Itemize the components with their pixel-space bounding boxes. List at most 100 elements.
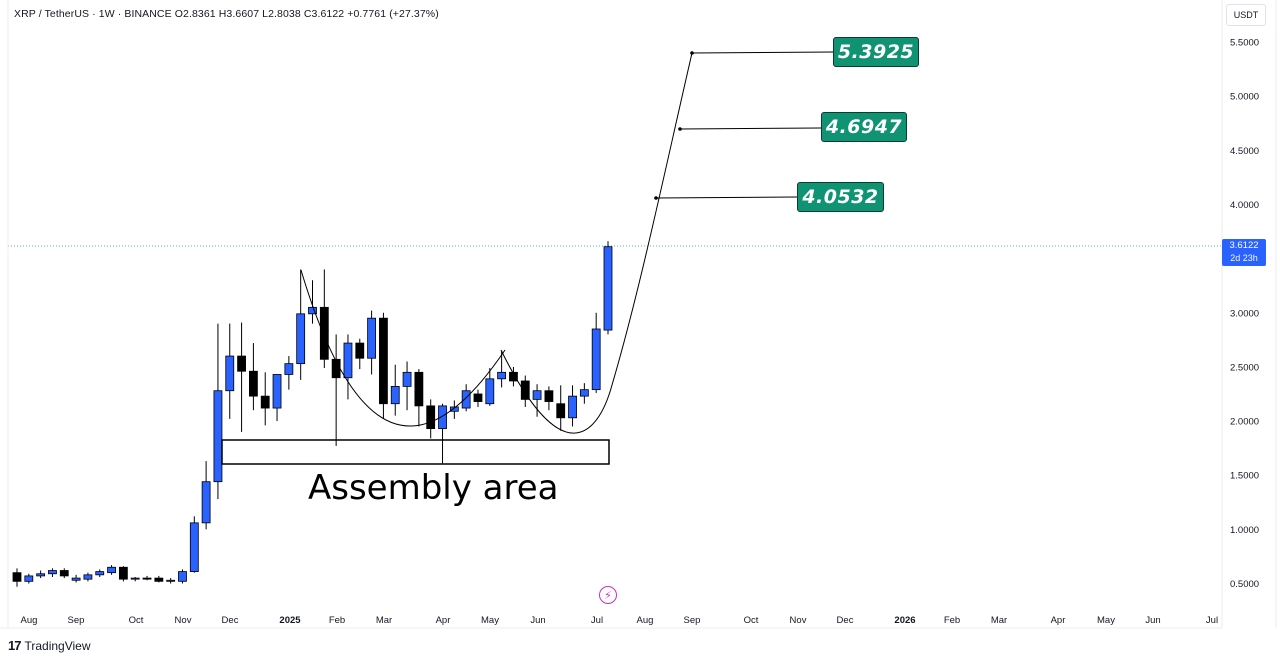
candle-body <box>166 579 176 582</box>
x-tick-label: Mar <box>376 615 392 626</box>
x-tick-label: Dec <box>222 615 239 626</box>
tradingview-logo-icon: 17 <box>8 638 22 653</box>
candle <box>237 322 246 432</box>
candle-body <box>343 342 353 379</box>
candle <box>59 568 69 579</box>
candle-body <box>59 570 69 577</box>
candle <box>568 385 577 427</box>
candle-body <box>284 363 294 375</box>
x-tick-label: Sep <box>684 615 701 626</box>
candle <box>71 574 81 583</box>
candle <box>260 372 270 426</box>
target-label-1[interactable]: 5.3925 <box>833 37 919 67</box>
candle-body <box>532 390 542 400</box>
candle <box>130 577 140 582</box>
y-tick-label: 1.5000 <box>1230 471 1259 482</box>
candle <box>532 384 542 417</box>
last-price-value: 3.6122 <box>1229 240 1259 251</box>
candle <box>331 334 341 446</box>
candle <box>308 280 317 324</box>
candle <box>579 383 589 404</box>
candle <box>95 569 105 578</box>
candle-body <box>213 390 223 483</box>
candle <box>497 350 507 388</box>
candle-body <box>449 406 459 412</box>
y-tick-label: 5.5000 <box>1230 38 1259 49</box>
candle-body <box>107 566 116 574</box>
candle <box>414 369 424 427</box>
assembly-area-box[interactable] <box>221 439 610 465</box>
drawings-layer <box>221 51 834 465</box>
y-tick-label: 5.0000 <box>1230 92 1259 103</box>
y-tick-label: 2.5000 <box>1230 362 1259 373</box>
tradingview-logo[interactable]: 17 TradingView <box>8 638 91 653</box>
candle-body <box>497 371 507 380</box>
candle-body <box>319 306 329 360</box>
x-tick-label: May <box>481 615 499 626</box>
y-tick-label: 1.0000 <box>1230 525 1259 536</box>
target-label-2[interactable]: 4.6947 <box>821 112 907 142</box>
target-anchor-point[interactable] <box>654 196 658 200</box>
candle <box>201 461 211 530</box>
candle-body <box>260 395 270 409</box>
target-anchor-point[interactable] <box>690 51 694 55</box>
x-tick-label: Nov <box>790 615 807 626</box>
candle <box>225 323 235 419</box>
x-tick-label: Aug <box>637 615 654 626</box>
y-tick-label: 4.0000 <box>1230 200 1259 211</box>
candle <box>154 575 164 583</box>
y-tick-label: 3.0000 <box>1230 308 1259 319</box>
x-tick-label: Apr <box>436 615 451 626</box>
candle-body <box>556 403 566 419</box>
candle <box>379 312 388 419</box>
candle-body <box>225 355 235 392</box>
bar-countdown: 2d 23h <box>1230 253 1258 263</box>
candle-body <box>272 374 282 409</box>
candle <box>296 269 306 380</box>
x-tick-label: 2025 <box>279 615 301 626</box>
candle <box>319 269 329 368</box>
cup-curve-right[interactable] <box>500 52 693 434</box>
x-tick-label: Jun <box>530 615 545 626</box>
candle <box>426 399 436 439</box>
candle <box>438 403 447 464</box>
candle <box>390 364 400 416</box>
candle <box>556 385 566 431</box>
candle <box>591 312 601 393</box>
y-tick-label: 2.0000 <box>1230 417 1259 428</box>
currency-badge[interactable]: USDT <box>1226 4 1266 26</box>
x-tick-label: Jul <box>591 615 603 626</box>
time-axis[interactable]: Aug Sep Oct Nov Dec 2025 Feb Mar Apr May Jun Jul Aug… <box>21 615 1219 626</box>
target-connector <box>691 51 834 54</box>
target-label-3[interactable]: 4.0532 <box>797 182 884 212</box>
cup-curve-left[interactable] <box>300 269 506 427</box>
candle <box>402 361 412 411</box>
candle <box>24 573 34 584</box>
tradingview-logo-text: TradingView <box>24 638 91 653</box>
candle-body <box>237 355 246 372</box>
price-axis[interactable]: 5.50005.00004.50004.00003.50003.00002.50… <box>1230 38 1259 591</box>
candle-body <box>189 522 199 572</box>
symbol-info[interactable]: XRP / TetherUS · 1W · BINANCE O2.8361 H3… <box>14 8 439 20</box>
x-tick-label: Aug <box>21 615 38 626</box>
x-tick-label: Feb <box>944 615 960 626</box>
candle <box>48 568 57 578</box>
candle-body <box>367 317 377 359</box>
candle <box>189 516 199 573</box>
candle <box>520 375 530 407</box>
candle-body <box>201 481 211 524</box>
flash-icon[interactable]: ⚡ <box>599 586 617 604</box>
candle <box>118 566 128 582</box>
y-tick-label: 0.5000 <box>1230 579 1259 590</box>
candle-body <box>461 390 471 409</box>
candle-body <box>509 371 518 382</box>
candle <box>36 570 46 579</box>
x-tick-label: Jun <box>1145 615 1160 626</box>
candle-body <box>579 389 589 397</box>
target-anchor-point[interactable] <box>678 127 682 131</box>
x-tick-label: May <box>1097 615 1115 626</box>
candle <box>355 338 365 370</box>
x-tick-label: 2026 <box>894 615 915 626</box>
candle-body <box>402 371 412 387</box>
